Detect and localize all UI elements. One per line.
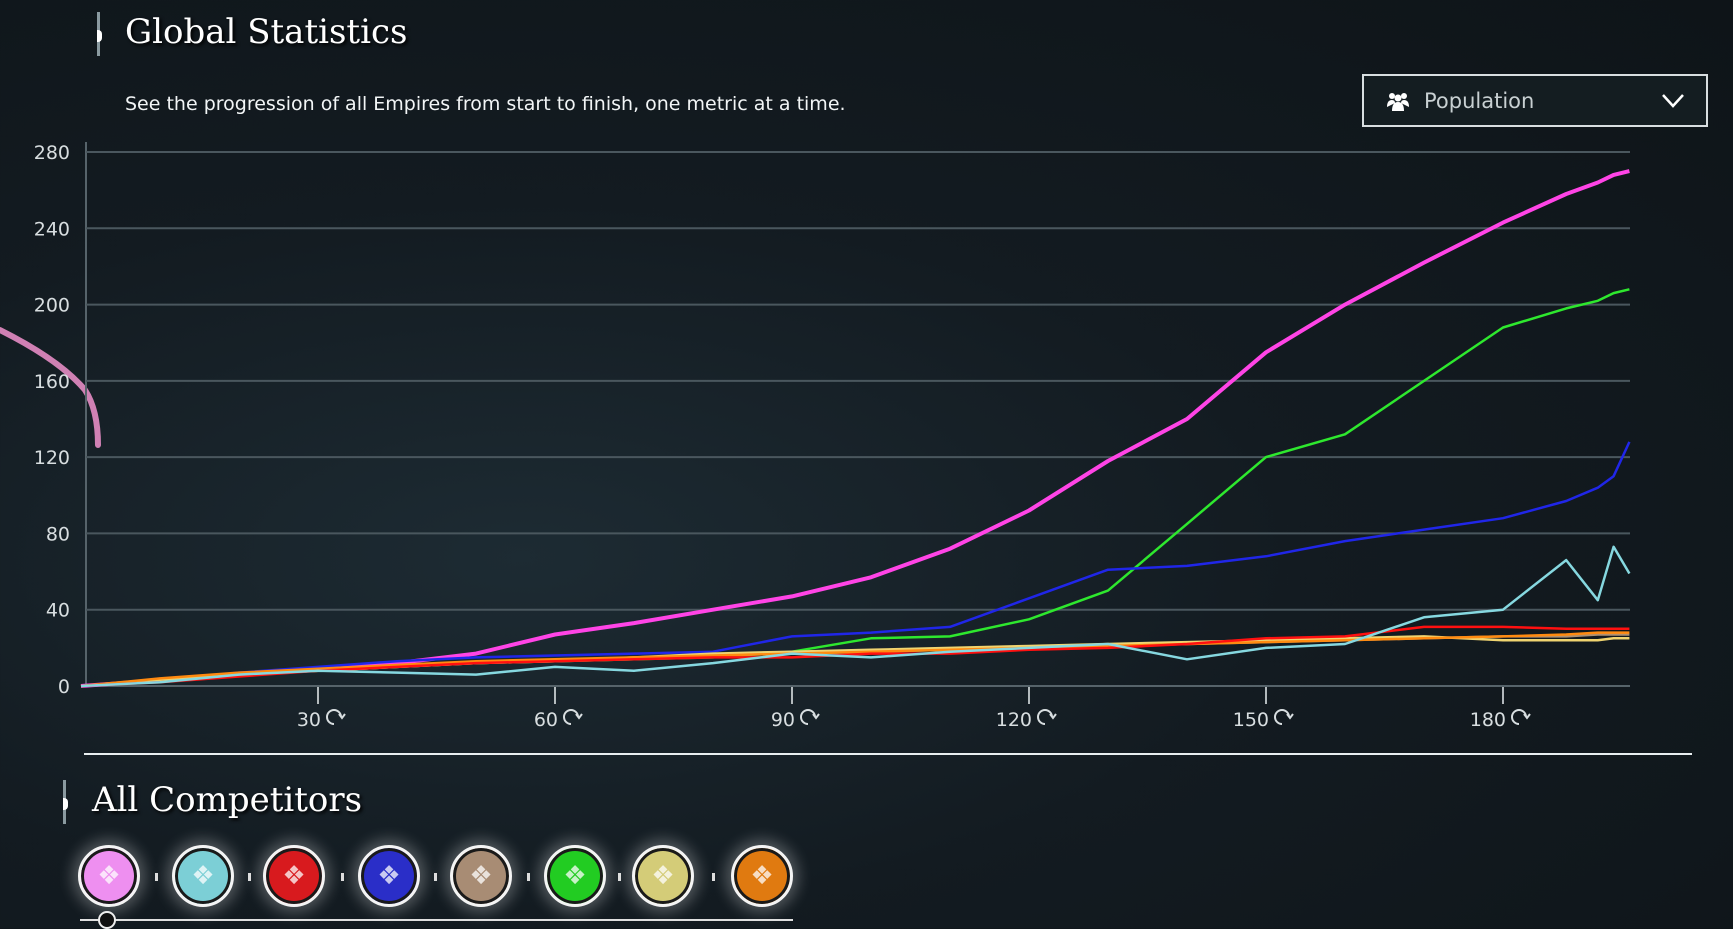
- y-tick-label: 0: [58, 676, 70, 698]
- turn-icon: [1275, 710, 1293, 724]
- emblem-separator: [248, 873, 251, 881]
- y-tick-label: 240: [34, 218, 70, 240]
- title-accent: [97, 12, 100, 56]
- empire-emblem-2[interactable]: ❖: [172, 845, 234, 907]
- turn-icon: [327, 710, 345, 724]
- emblem-icon: ❖: [563, 861, 586, 891]
- empire-emblem-3[interactable]: ❖: [263, 845, 325, 907]
- y-tick-label: 80: [46, 523, 70, 545]
- turn-icon: [1512, 710, 1530, 724]
- turn-icon: [801, 710, 819, 724]
- emblem-icon: ❖: [651, 861, 674, 891]
- emblem-separator: [434, 873, 437, 881]
- competitors-title-accent: [63, 780, 66, 824]
- page-title: Global Statistics: [125, 12, 407, 52]
- emblem-separator: [155, 873, 158, 881]
- emblem-icon: ❖: [469, 861, 492, 891]
- scrollbar-handle[interactable]: [98, 911, 116, 929]
- emblem-icon: ❖: [750, 861, 773, 891]
- competitor-scrollbar[interactable]: [80, 919, 793, 921]
- emblem-icon: ❖: [191, 861, 214, 891]
- empire-emblem-7[interactable]: ❖: [632, 845, 694, 907]
- y-tick-label: 200: [34, 295, 70, 317]
- people-icon: [1386, 91, 1410, 111]
- emblem-separator: [341, 873, 344, 881]
- y-tick-label: 280: [34, 142, 70, 164]
- x-tick-label: 120: [996, 709, 1032, 731]
- emblem-icon: ❖: [97, 861, 120, 891]
- empire-emblem-4[interactable]: ❖: [358, 845, 420, 907]
- empire-emblem-1[interactable]: ❖: [78, 845, 140, 907]
- page-subtitle: See the progression of all Empires from …: [125, 93, 846, 115]
- turn-icon: [564, 710, 582, 724]
- competitors-title: All Competitors: [92, 780, 362, 820]
- chevron-down-icon: [1662, 94, 1684, 108]
- x-tick-label: 90: [771, 709, 795, 731]
- emblem-icon: ❖: [377, 861, 400, 891]
- emblem-separator: [618, 873, 621, 881]
- turn-icon: [1038, 710, 1056, 724]
- metric-dropdown-value: Population: [1424, 89, 1662, 113]
- series-line-yellow: [81, 636, 1629, 686]
- x-tick-label: 180: [1470, 709, 1506, 731]
- empire-emblem-5[interactable]: ❖: [450, 845, 512, 907]
- emblem-separator: [527, 873, 530, 881]
- metric-dropdown[interactable]: Population: [1362, 74, 1708, 127]
- population-chart: 0 40 80 120 160 200 240 280 30 60 90 120 150 180: [0, 130, 1733, 750]
- empire-emblem-8[interactable]: ❖: [731, 845, 793, 907]
- y-tick-label: 160: [34, 371, 70, 393]
- y-tick-label: 120: [34, 447, 70, 469]
- section-divider: [84, 753, 1692, 755]
- emblem-separator: [712, 873, 715, 881]
- x-tick-label: 150: [1233, 709, 1269, 731]
- series-line-cyan: [81, 547, 1629, 686]
- x-tick-label: 60: [534, 709, 558, 731]
- emblem-icon: ❖: [282, 861, 305, 891]
- y-tick-label: 40: [46, 600, 70, 622]
- x-tick-label: 30: [297, 709, 321, 731]
- empire-emblem-6[interactable]: ❖: [544, 845, 606, 907]
